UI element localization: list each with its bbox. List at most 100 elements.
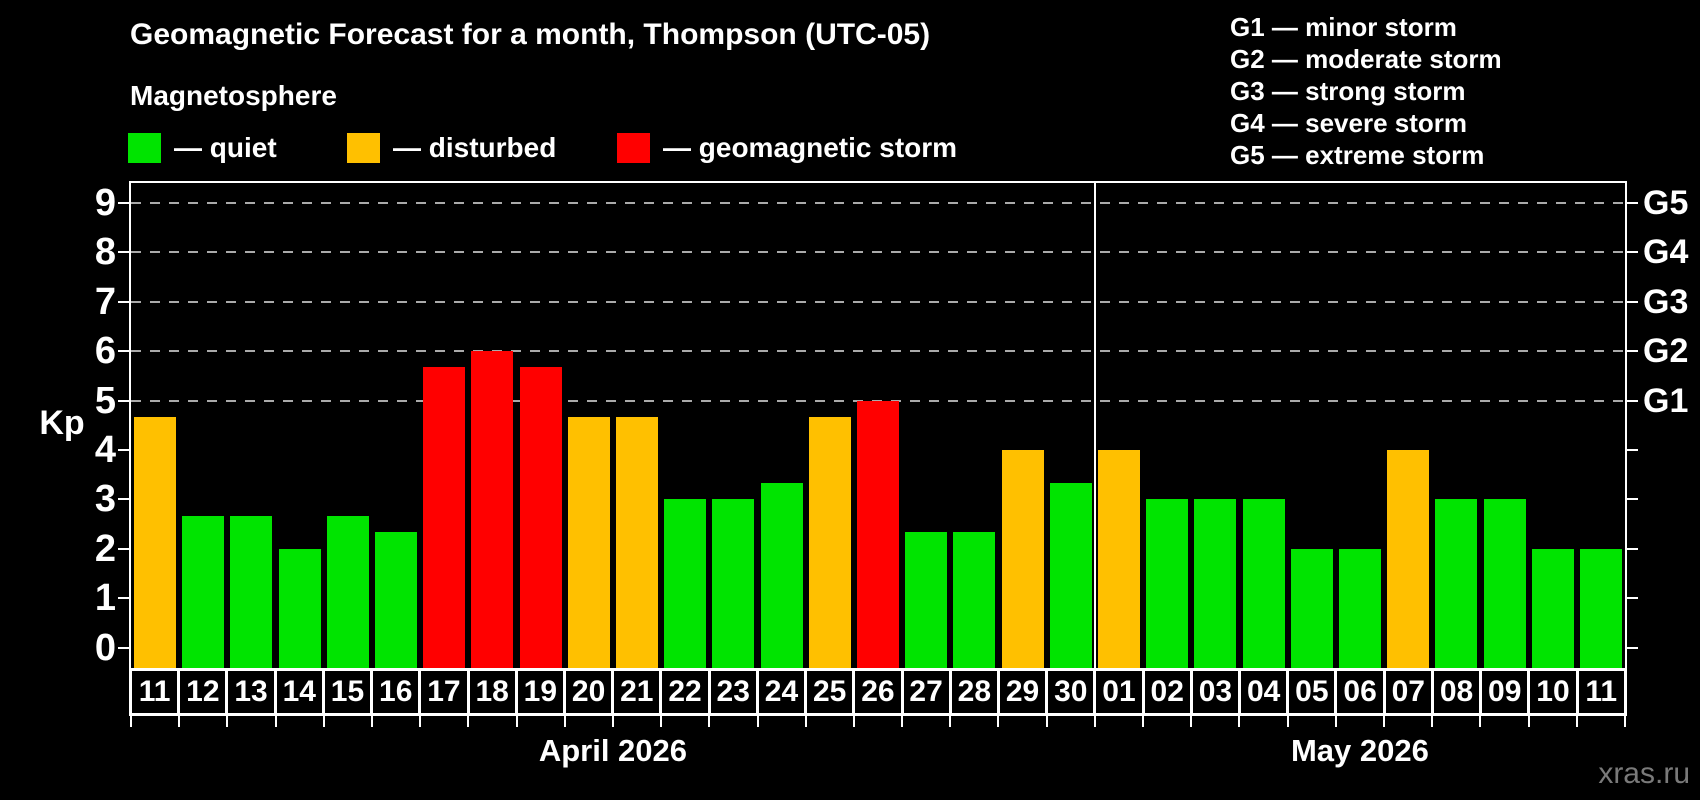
day-label: 19: [514, 671, 563, 713]
kp-bar: [1483, 499, 1526, 668]
x-tick: [1575, 716, 1578, 727]
y-tick-right-4: [1625, 448, 1638, 451]
legend-item-quiet: — quiet: [128, 132, 277, 164]
g-label-G3: G3: [1643, 282, 1689, 321]
x-tick: [949, 716, 952, 727]
day-label: 05: [1286, 671, 1334, 713]
kp-bar: [857, 400, 899, 668]
y-axis-label-9: 9: [94, 181, 116, 224]
kp-bar: [567, 416, 610, 668]
kp-bar: [1579, 548, 1622, 668]
day-label: 08: [1430, 671, 1479, 713]
month-label: April 2026: [538, 733, 688, 768]
day-label: 14: [273, 671, 322, 713]
watermark: xras.ru: [1598, 757, 1690, 790]
x-tick: [370, 716, 373, 727]
kp-bar: [616, 416, 659, 668]
g-scale-legend-line: G1 — minor storm: [1230, 12, 1457, 42]
x-tick: [1527, 716, 1530, 727]
kp-bar: [712, 499, 755, 668]
y-tick-right-7: [1625, 300, 1638, 303]
kp-bar: [1531, 548, 1574, 668]
day-label: 30: [1045, 671, 1093, 713]
day-label: 01: [1093, 671, 1141, 713]
x-tick: [1142, 716, 1145, 727]
y-axis-label-1: 1: [94, 577, 116, 620]
day-label: 25: [804, 671, 852, 713]
y-tick-right-5: [1625, 399, 1638, 402]
y-tick-left-2: [118, 547, 131, 550]
day-label: 06: [1334, 671, 1382, 713]
x-tick: [997, 716, 1000, 727]
g-label-G5: G5: [1643, 183, 1689, 222]
day-label: 02: [1141, 671, 1190, 713]
y-axis-title: Kp: [39, 404, 85, 442]
y-tick-right-8: [1625, 251, 1638, 254]
subtitle-magnetosphere: Magnetosphere: [130, 80, 337, 111]
disturbed-swatch-icon: [347, 133, 380, 163]
y-tick-left-0: [118, 646, 131, 649]
day-label: 10: [1527, 671, 1575, 713]
y-tick-left-3: [118, 498, 131, 501]
legend-label-disturbed: — disturbed: [393, 132, 557, 163]
kp-bar: [905, 532, 948, 668]
y-axis-label-5: 5: [94, 379, 116, 422]
x-tick: [1238, 716, 1241, 727]
month-label: May 2026: [1290, 733, 1429, 768]
x-tick: [804, 716, 807, 727]
legend-label-quiet: — quiet: [174, 132, 277, 163]
day-label: 21: [611, 671, 659, 713]
y-axis-label-8: 8: [94, 231, 116, 274]
g-label-G4: G4: [1643, 233, 1689, 272]
y-tick-left-9: [118, 201, 131, 204]
x-tick: [901, 716, 904, 727]
kp-bar: [1001, 449, 1044, 668]
day-label: 09: [1479, 671, 1527, 713]
y-tick-left-6: [118, 350, 131, 353]
storm-swatch-icon: [617, 133, 650, 163]
gridline-kp7: [131, 300, 1625, 303]
x-tick: [1383, 716, 1386, 727]
y-tick-right-6: [1625, 350, 1638, 353]
kp-bar: [1290, 548, 1333, 668]
day-label: 04: [1238, 671, 1286, 713]
day-label: 03: [1189, 671, 1238, 713]
chart-title: Geomagnetic Forecast for a month, Thomps…: [130, 18, 931, 51]
day-label: 11: [1575, 671, 1624, 713]
y-tick-left-8: [118, 251, 131, 254]
day-label: 22: [659, 671, 707, 713]
kp-bar: [182, 515, 225, 668]
y-tick-right-1: [1625, 597, 1638, 600]
y-tick-left-4: [118, 448, 131, 451]
kp-bar: [134, 416, 177, 668]
day-label: 11: [138, 675, 171, 708]
kp-bar: [1338, 548, 1381, 668]
day-label: 17: [418, 671, 466, 713]
x-tick: [756, 716, 759, 727]
day-label: 18: [466, 671, 515, 713]
month-separator: [1093, 183, 1096, 668]
x-tick: [1045, 716, 1048, 727]
day-label: 26: [852, 671, 900, 713]
day-label: 29: [996, 671, 1045, 713]
x-tick: [660, 716, 663, 727]
g-scale-legend-line: G2 — moderate storm: [1230, 44, 1502, 74]
kp-bar: [1387, 449, 1430, 668]
kp-bar: [760, 482, 803, 668]
kp-bar: [1194, 499, 1237, 668]
y-axis-label-7: 7: [94, 280, 116, 323]
kp-bar: [230, 515, 273, 668]
x-tick: [1286, 716, 1289, 727]
legend-item-disturbed: — disturbed: [347, 132, 556, 164]
g-scale-legend-line: G5 — extreme storm: [1230, 140, 1485, 170]
x-tick: [1190, 716, 1193, 727]
day-label: 12: [177, 671, 225, 713]
day-label: 16: [370, 671, 418, 713]
y-tick-right-0: [1625, 646, 1638, 649]
day-label: 13: [225, 671, 273, 713]
plot-frame: [129, 181, 1627, 668]
kp-bar: [1146, 499, 1189, 668]
day-label: 28: [948, 671, 997, 713]
x-tick: [226, 716, 229, 727]
